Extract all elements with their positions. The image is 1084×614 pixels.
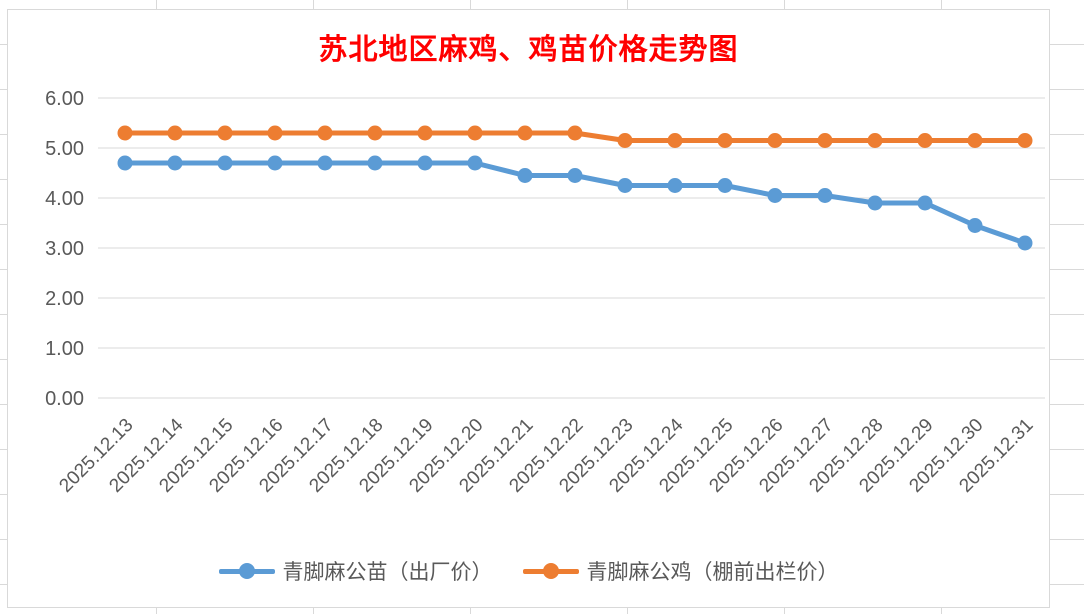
data-point-marker[interactable] bbox=[617, 178, 633, 193]
data-point-marker[interactable] bbox=[867, 195, 883, 211]
data-point-marker[interactable] bbox=[817, 188, 833, 203]
data-point-marker[interactable] bbox=[367, 155, 383, 171]
data-point-marker[interactable] bbox=[967, 218, 983, 233]
data-point-marker[interactable] bbox=[917, 133, 933, 148]
y-tick-label: 0.00 bbox=[45, 388, 84, 410]
data-point-marker[interactable] bbox=[717, 133, 733, 148]
data-point-marker[interactable] bbox=[317, 125, 333, 141]
chart-legend: 青脚麻公苗（出厂价） 青脚麻公鸡（棚前出栏价） bbox=[8, 556, 1049, 586]
data-point-marker[interactable] bbox=[167, 155, 183, 171]
data-point-marker[interactable] bbox=[517, 125, 533, 141]
data-point-marker[interactable] bbox=[767, 188, 783, 203]
legend-dot-blue bbox=[238, 563, 255, 579]
data-point-marker[interactable] bbox=[567, 168, 583, 183]
data-point-marker[interactable] bbox=[1017, 235, 1033, 251]
data-point-marker[interactable] bbox=[417, 125, 433, 141]
y-tick-label: 1.00 bbox=[45, 338, 84, 360]
legend-item-rooster[interactable]: 青脚麻公鸡（棚前出栏价） bbox=[522, 556, 839, 586]
data-point-marker[interactable] bbox=[567, 125, 583, 141]
y-tick-label: 2.00 bbox=[45, 288, 84, 310]
data-point-marker[interactable] bbox=[867, 133, 883, 148]
data-point-marker[interactable] bbox=[767, 133, 783, 148]
data-point-marker[interactable] bbox=[317, 155, 333, 171]
line-marker-icon bbox=[218, 563, 275, 579]
legend-dot-orange bbox=[542, 563, 559, 579]
line-marker-icon bbox=[522, 563, 579, 579]
data-point-marker[interactable] bbox=[667, 178, 683, 193]
chart-title: 苏北地区麻鸡、鸡苗价格走势图 bbox=[318, 32, 739, 66]
data-point-marker[interactable] bbox=[117, 155, 133, 171]
series-1[interactable] bbox=[117, 125, 1033, 149]
data-point-marker[interactable] bbox=[917, 195, 933, 211]
series-0[interactable] bbox=[117, 155, 1033, 251]
data-point-marker[interactable] bbox=[217, 155, 233, 171]
data-point-marker[interactable] bbox=[417, 155, 433, 171]
y-tick-label: 4.00 bbox=[45, 188, 84, 210]
data-point-marker[interactable] bbox=[167, 125, 183, 141]
data-point-marker[interactable] bbox=[467, 125, 483, 141]
data-point-marker[interactable] bbox=[817, 133, 833, 148]
data-point-marker[interactable] bbox=[1017, 133, 1033, 148]
data-point-marker[interactable] bbox=[217, 125, 233, 141]
chart-area[interactable]: 苏北地区麻鸡、鸡苗价格走势图 0.00 1.00 2.00 3.00 4.00 5.00 6… bbox=[7, 9, 1050, 608]
legend-item-chick-seedling[interactable]: 青脚麻公苗（出厂价） bbox=[218, 556, 493, 586]
data-point-marker[interactable] bbox=[117, 125, 133, 141]
data-point-marker[interactable] bbox=[367, 125, 383, 141]
data-point-marker[interactable] bbox=[267, 155, 283, 171]
data-point-marker[interactable] bbox=[517, 168, 533, 183]
y-tick-label: 5.00 bbox=[45, 138, 84, 160]
y-tick-label: 6.00 bbox=[45, 88, 84, 110]
plot-area: 0.001.002.003.004.005.006.002025.12.1320… bbox=[45, 88, 1045, 497]
y-tick-label: 3.00 bbox=[45, 238, 84, 260]
legend-label: 青脚麻公鸡（棚前出栏价） bbox=[586, 561, 839, 584]
data-point-marker[interactable] bbox=[467, 155, 483, 171]
data-point-marker[interactable] bbox=[617, 133, 633, 148]
data-point-marker[interactable] bbox=[267, 125, 283, 141]
data-point-marker[interactable] bbox=[717, 178, 733, 193]
legend-label: 青脚麻公苗（出厂价） bbox=[282, 561, 493, 584]
data-point-marker[interactable] bbox=[667, 133, 683, 148]
data-point-marker[interactable] bbox=[967, 133, 983, 148]
